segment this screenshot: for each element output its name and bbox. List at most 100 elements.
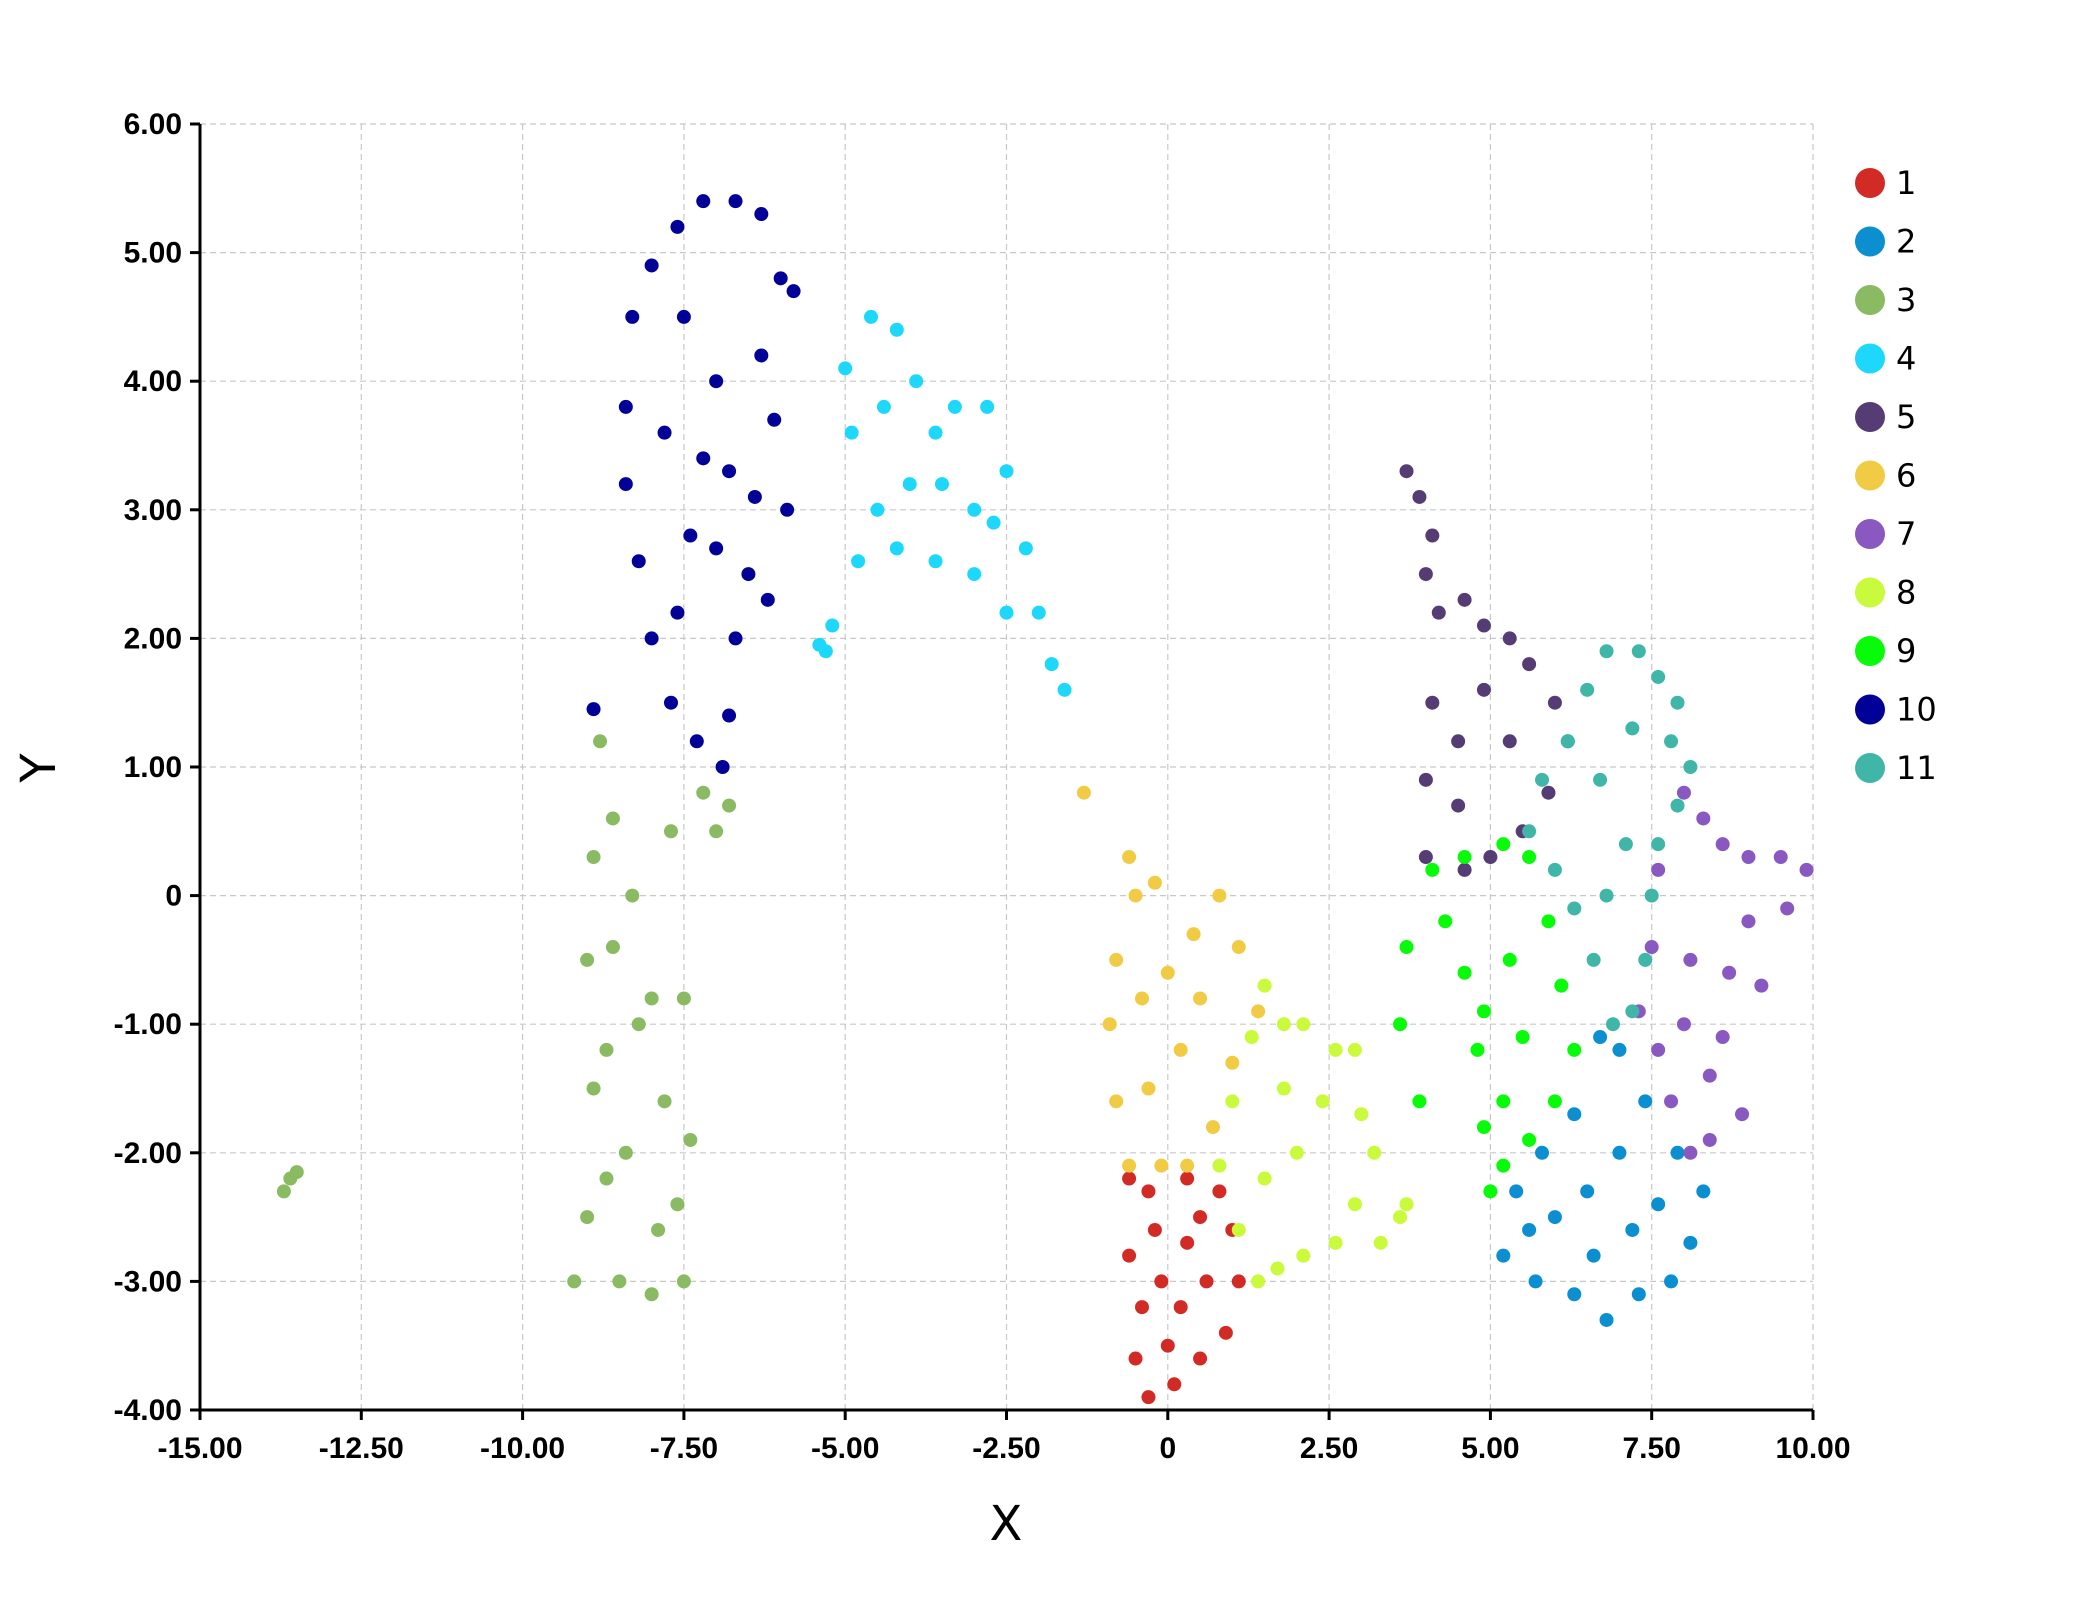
data-point [657, 1094, 672, 1109]
data-point [1173, 1300, 1188, 1315]
data-point [1141, 1081, 1156, 1096]
data-point [1425, 862, 1440, 877]
data-point [1257, 1171, 1272, 1186]
data-point [889, 541, 904, 556]
data-point [1225, 1055, 1240, 1070]
data-point [1057, 682, 1072, 697]
legend-label: 7 [1896, 515, 1916, 553]
data-point [902, 477, 917, 492]
data-point [1670, 695, 1685, 710]
data-point [696, 194, 711, 209]
data-point [722, 798, 737, 813]
data-point [934, 477, 949, 492]
series-1 [1122, 1171, 1246, 1405]
data-point [1296, 1248, 1311, 1263]
data-point [1418, 567, 1433, 582]
data-point [1231, 940, 1246, 955]
legend-label: 8 [1896, 574, 1916, 612]
data-point [1664, 1274, 1679, 1289]
data-point [747, 489, 762, 504]
data-point [1212, 888, 1227, 903]
data-point [1328, 1235, 1343, 1250]
data-point [586, 702, 601, 717]
data-point [1696, 1184, 1711, 1199]
legend-label: 5 [1896, 398, 1916, 436]
data-point [1683, 952, 1698, 967]
data-point [1496, 1248, 1511, 1263]
data-point [1141, 1184, 1156, 1199]
data-point [1593, 1030, 1608, 1045]
data-point [580, 952, 595, 967]
data-point [663, 824, 678, 839]
data-point [1496, 837, 1511, 852]
data-point [1496, 1158, 1511, 1173]
legend-label: 11 [1896, 749, 1937, 787]
data-point [1586, 952, 1601, 967]
data-point [1328, 1042, 1343, 1057]
data-point [709, 541, 724, 556]
data-point [1173, 1042, 1188, 1057]
data-point [1638, 952, 1653, 967]
data-point [1393, 1017, 1408, 1032]
legend-marker [1855, 636, 1885, 666]
data-point [1502, 631, 1517, 646]
data-point [631, 1017, 646, 1032]
data-point [1451, 734, 1466, 749]
data-point [722, 464, 737, 479]
data-point [773, 271, 788, 286]
data-point [1593, 772, 1608, 787]
data-point [586, 1081, 601, 1096]
data-point [1651, 862, 1666, 877]
data-point [1670, 1145, 1685, 1160]
data-point [1412, 1094, 1427, 1109]
data-point [947, 399, 962, 414]
data-point [1199, 1274, 1214, 1289]
data-point [1018, 541, 1033, 556]
data-point [1289, 1145, 1304, 1160]
data-point [1122, 1158, 1137, 1173]
legend-label: 9 [1896, 632, 1916, 670]
data-point [1631, 1287, 1646, 1302]
data-point [1515, 1030, 1530, 1045]
data-point [644, 258, 659, 273]
data-point [1547, 1210, 1562, 1225]
data-point [1651, 837, 1666, 852]
x-tick-label: -12.50 [319, 1432, 404, 1465]
x-tick-labels: -15.00 -12.50 -10.00 -7.50 -5.00 -2.50 0 2.50 5.… [157, 1432, 1850, 1465]
data-point [1496, 1094, 1511, 1109]
data-point [670, 605, 685, 620]
legend-item-10: 10 [1855, 691, 1937, 729]
data-point [1031, 605, 1046, 620]
data-point [1160, 965, 1175, 980]
data-point [1754, 978, 1769, 993]
data-point [1605, 1017, 1620, 1032]
legend-marker [1855, 753, 1885, 783]
data-point [754, 348, 769, 363]
data-point [1167, 1377, 1182, 1392]
data-point [631, 554, 646, 569]
y-tick-label: -3.00 [114, 1265, 182, 1298]
data-point [1631, 644, 1646, 659]
data-point [1418, 772, 1433, 787]
data-point [1399, 464, 1414, 479]
data-point [1431, 605, 1446, 620]
data-point [1722, 965, 1737, 980]
data-point [1567, 1042, 1582, 1057]
data-point [812, 637, 827, 652]
data-point [1522, 657, 1537, 672]
data-point [1483, 1184, 1498, 1199]
data-point [625, 888, 640, 903]
y-tick-label: 2.00 [124, 622, 182, 655]
data-point [670, 219, 685, 234]
data-point [1638, 1094, 1653, 1109]
data-point [1618, 837, 1633, 852]
data-point [1399, 1197, 1414, 1212]
data-point [889, 322, 904, 337]
data-point [1347, 1197, 1362, 1212]
data-point [599, 1171, 614, 1186]
data-point [1270, 1261, 1285, 1276]
data-point [1141, 1390, 1156, 1405]
data-point [1457, 592, 1472, 607]
y-tick-label: 1.00 [124, 751, 182, 784]
